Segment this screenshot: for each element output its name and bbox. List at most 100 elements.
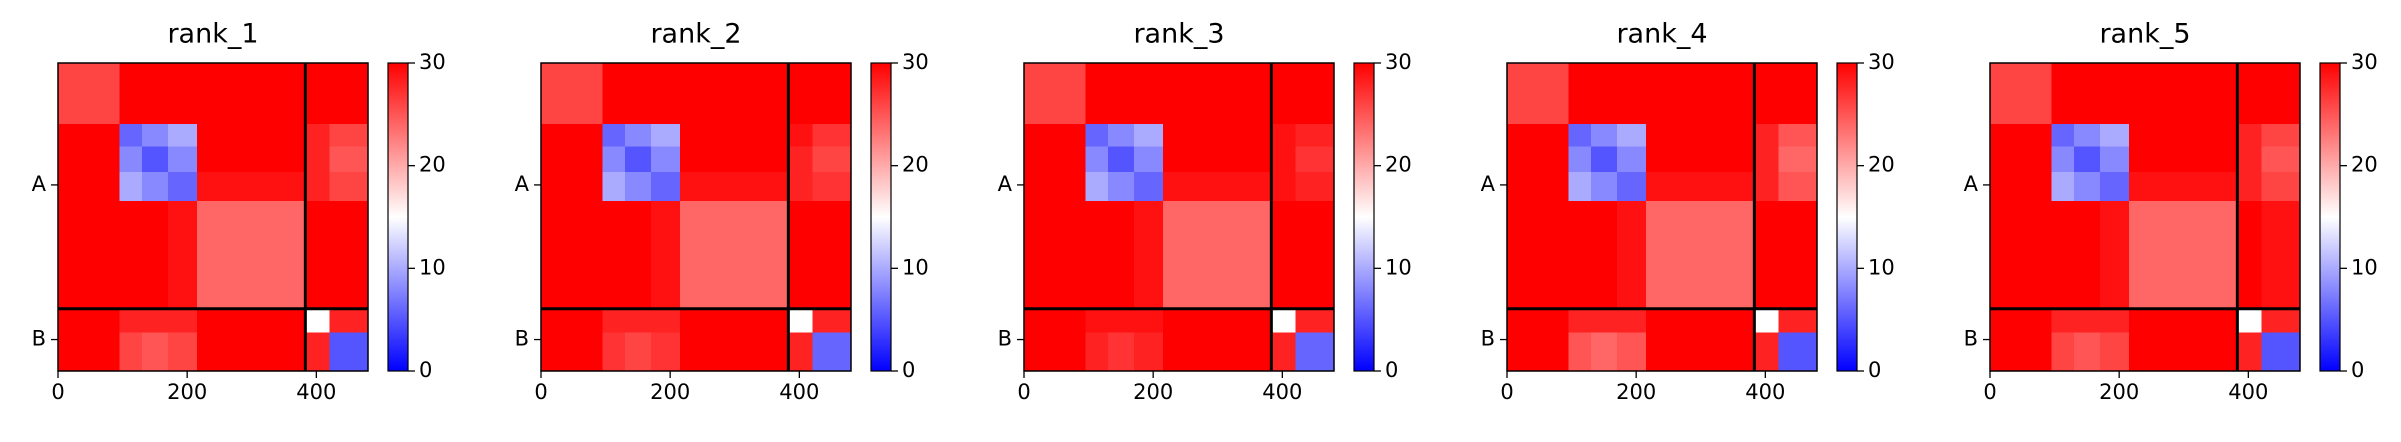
heatmap-cell	[1162, 63, 1272, 124]
heatmap-cell	[1271, 172, 1296, 201]
heatmap-cell	[1271, 332, 1296, 371]
heatmap-cell	[1507, 172, 1569, 201]
heatmap-cell	[2261, 123, 2300, 147]
heatmap-cell	[1295, 146, 1334, 173]
heatmap-cell	[1107, 123, 1134, 147]
heatmap-cell	[1162, 123, 1272, 147]
panel: rank_3 0 200 400 A B 0 10 20 30	[998, 19, 1412, 405]
heatmap-cell	[2261, 63, 2300, 124]
heatmap-cell	[2237, 200, 2262, 309]
heatmap-cell	[1778, 63, 1817, 124]
heatmap-cell	[141, 308, 168, 333]
heatmap-cell	[329, 332, 368, 371]
heatmap-cell	[1271, 200, 1296, 309]
heatmap-cell	[305, 172, 330, 201]
heatmap-cell	[650, 308, 680, 333]
y-tick-label: B	[1964, 327, 1978, 351]
x-tick-label: 400	[1262, 380, 1302, 404]
heatmap-cell	[1616, 123, 1646, 147]
heatmap-cell	[788, 146, 813, 173]
heatmap-cell	[2261, 308, 2300, 333]
heatmap-cell	[119, 172, 142, 201]
plot-frame	[1506, 62, 1818, 372]
colorbar-tick-label: 10	[1385, 255, 1412, 279]
heatmap-cell	[1568, 200, 1591, 309]
colorbar	[1353, 62, 1375, 372]
heatmap-cell	[1590, 123, 1617, 147]
heatmap-cell	[1085, 308, 1108, 333]
heatmap-cell	[1754, 123, 1779, 147]
heatmap-cell	[602, 200, 625, 309]
heatmap-cell	[1754, 63, 1779, 124]
heatmap-cell	[541, 63, 603, 124]
x-tick-label: 200	[1133, 380, 1173, 404]
x-tick-label: 0	[51, 380, 64, 404]
panel-title: rank_4	[1616, 19, 1707, 50]
heatmap-cell	[1616, 332, 1646, 371]
heatmap-cell	[1271, 63, 1296, 124]
heatmap-cell	[1295, 332, 1334, 371]
y-tick-label: A	[515, 172, 530, 196]
colorbar	[2319, 62, 2341, 372]
colorbar-tick-label: 30	[2351, 50, 2378, 74]
heatmap-cell	[1507, 123, 1569, 147]
heatmap-cell	[2128, 200, 2238, 309]
heatmap-cell	[2073, 200, 2100, 309]
colorbar-tick-label: 20	[1868, 153, 1895, 177]
heatmap-cell	[1990, 63, 2052, 124]
heatmap-cell	[1590, 332, 1617, 371]
heatmap-cell	[2261, 332, 2300, 371]
panel-title: rank_2	[650, 19, 741, 50]
heatmap-cell	[2128, 123, 2238, 147]
heatmap-cell	[1271, 123, 1296, 147]
panel: rank_4 0 200 400 A B 0 10 20 30	[1481, 19, 1895, 405]
heatmap-cell	[1645, 63, 1755, 124]
heatmap-cell	[679, 200, 789, 309]
colorbar-tick-label: 0	[902, 358, 915, 382]
heatmap-cell	[1133, 200, 1163, 309]
heatmap-cell	[624, 63, 651, 124]
heatmap-cell	[1778, 123, 1817, 147]
heatmap-cell	[1271, 146, 1296, 173]
colorbar-tick-label: 30	[902, 50, 929, 74]
plot-frame	[1023, 62, 1335, 372]
heatmap-cell	[2237, 332, 2262, 371]
heatmap-cell	[58, 146, 120, 173]
heatmap-cell	[1024, 200, 1086, 309]
heatmap-cell	[1133, 332, 1163, 371]
x-tick-label: 400	[296, 380, 336, 404]
colorbar-tick-label: 10	[1868, 255, 1895, 279]
heatmap-cell	[2099, 332, 2129, 371]
heatmap-cell	[58, 63, 120, 124]
heatmap-cell	[167, 308, 197, 333]
heatmap-cell	[329, 63, 368, 124]
heatmap-cell	[1024, 123, 1086, 147]
heatmap-cell	[624, 146, 651, 173]
heatmap-cell	[329, 123, 368, 147]
heatmap-cell	[2051, 332, 2074, 371]
x-tick-label: 200	[1616, 380, 1656, 404]
heatmap-cell	[650, 200, 680, 309]
x-tick-label: 400	[779, 380, 819, 404]
heatmap-cell	[788, 200, 813, 309]
heatmap-cell	[1590, 308, 1617, 333]
heatmap-cell	[2128, 63, 2238, 124]
y-tick-label: A	[1964, 172, 1979, 196]
heatmap-cell	[1162, 200, 1272, 309]
heatmap-cell	[1024, 146, 1086, 173]
heatmap-cell	[788, 172, 813, 201]
heatmap-cell	[1295, 123, 1334, 147]
heatmap-cell	[1778, 332, 1817, 371]
heatmap-cell	[679, 308, 789, 333]
heatmap-cell	[141, 63, 168, 124]
heatmap-cell	[329, 308, 368, 333]
heatmap-cell	[141, 332, 168, 371]
heatmap-cell	[1616, 200, 1646, 309]
heatmap-cell	[1507, 332, 1569, 371]
heatmap-cell	[1162, 332, 1272, 371]
heatmap-cell	[1085, 146, 1108, 173]
heatmap-cell	[1133, 63, 1163, 124]
x-tick-label: 0	[534, 380, 547, 404]
heatmap-cell	[1590, 63, 1617, 124]
